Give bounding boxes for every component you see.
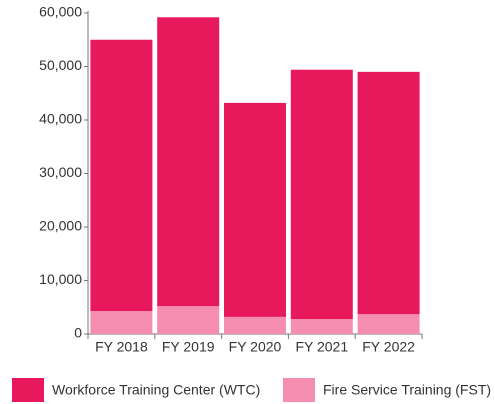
bar-segment: [157, 17, 220, 307]
x-tick-label: FY 2019: [162, 339, 215, 355]
y-tick-label: 60,000: [39, 4, 82, 20]
bar-segment: [290, 69, 353, 320]
y-tick-label: 0: [74, 325, 82, 341]
y-tick-label: 50,000: [39, 57, 82, 73]
bar-segment: [357, 314, 420, 334]
bar-segment: [224, 102, 286, 317]
legend-swatch: [12, 378, 44, 402]
bar-segment: [290, 319, 353, 334]
y-tick-label: 20,000: [39, 218, 82, 234]
legend-label: Workforce Training Center (WTC): [52, 382, 260, 398]
y-tick-label: 40,000: [39, 111, 82, 127]
x-tick-label: FY 2018: [95, 339, 148, 355]
x-tick-label: FY 2022: [362, 339, 415, 355]
x-tick-label: FY 2020: [229, 339, 282, 355]
bar-segment: [224, 316, 286, 334]
y-tick-label: 30,000: [39, 164, 82, 180]
bar-segment: [90, 310, 153, 334]
bar-segment: [90, 39, 153, 311]
bar-segment: [157, 306, 220, 334]
legend-swatch: [283, 378, 315, 402]
y-tick-label: 10,000: [39, 271, 82, 287]
x-tick-label: FY 2021: [295, 339, 348, 355]
legend-label: Fire Service Training (FST): [323, 382, 491, 398]
bar-segment: [357, 71, 420, 315]
